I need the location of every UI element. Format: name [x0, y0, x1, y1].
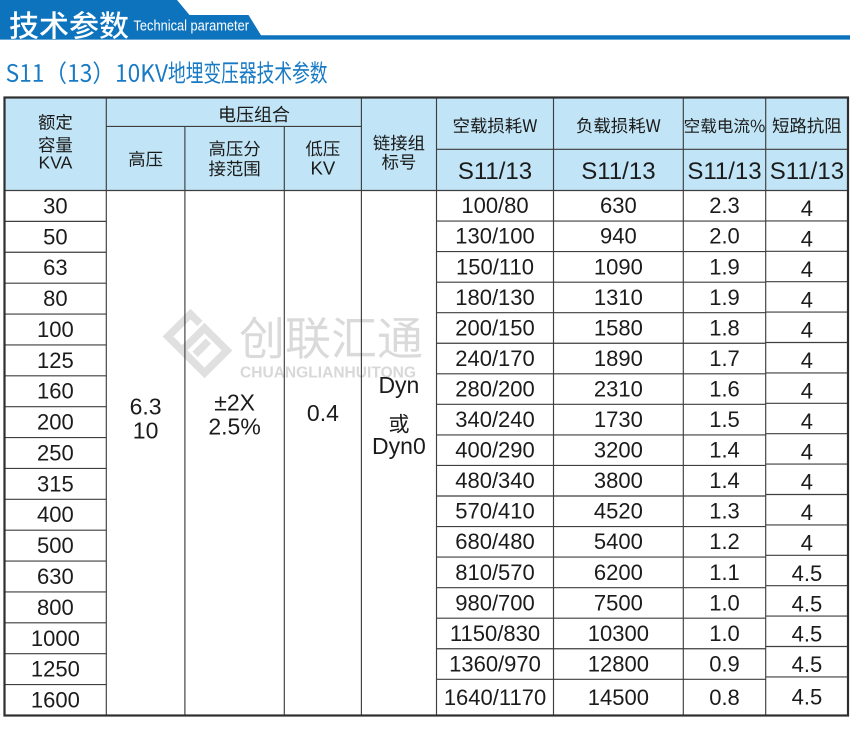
svg-text:S11/13: S11/13	[770, 158, 844, 185]
svg-text:7500: 7500	[594, 590, 643, 615]
svg-text:4.5: 4.5	[792, 561, 823, 586]
svg-text:Technical parameter: Technical parameter	[134, 19, 250, 35]
svg-text:200: 200	[37, 410, 74, 435]
svg-text:1.4: 1.4	[709, 438, 740, 463]
svg-text:125: 125	[37, 348, 74, 373]
svg-text:1580: 1580	[594, 315, 643, 340]
svg-text:KVA: KVA	[39, 153, 73, 173]
svg-text:1.7: 1.7	[709, 346, 740, 371]
svg-text:12800: 12800	[588, 651, 649, 676]
svg-text:63: 63	[43, 255, 67, 280]
svg-text:4.5: 4.5	[792, 685, 823, 710]
svg-text:±2X: ±2X	[214, 390, 255, 416]
svg-text:1.8: 1.8	[709, 315, 740, 340]
svg-text:1890: 1890	[594, 346, 643, 371]
svg-text:130/100: 130/100	[455, 224, 535, 249]
svg-text:1.9: 1.9	[709, 285, 740, 310]
svg-text:500: 500	[37, 533, 74, 558]
svg-text:0.4: 0.4	[307, 400, 339, 426]
svg-text:4: 4	[801, 379, 813, 404]
svg-text:4: 4	[801, 500, 813, 525]
svg-text:6.3: 6.3	[130, 394, 162, 420]
svg-text:480/340: 480/340	[455, 468, 535, 493]
svg-text:5400: 5400	[594, 529, 643, 554]
svg-text:100/80: 100/80	[461, 193, 528, 218]
svg-text:1.6: 1.6	[709, 377, 740, 402]
svg-text:S11/13: S11/13	[458, 158, 532, 185]
svg-text:1090: 1090	[594, 254, 643, 279]
svg-text:4: 4	[801, 409, 813, 434]
svg-text:1310: 1310	[594, 285, 643, 310]
svg-text:940: 940	[600, 224, 637, 249]
svg-text:10: 10	[133, 418, 159, 444]
svg-text:S11/13: S11/13	[687, 158, 761, 185]
svg-text:Dyn0: Dyn0	[372, 433, 426, 459]
svg-text:80: 80	[43, 286, 67, 311]
svg-text:1.3: 1.3	[709, 499, 740, 524]
svg-text:1640/1170: 1640/1170	[444, 685, 546, 710]
svg-text:315: 315	[37, 471, 74, 496]
svg-text:630: 630	[600, 193, 637, 218]
svg-text:2.3: 2.3	[709, 193, 740, 218]
svg-text:180/130: 180/130	[455, 285, 535, 310]
svg-text:1730: 1730	[594, 407, 643, 432]
svg-text:KV: KV	[311, 158, 336, 179]
svg-text:280/200: 280/200	[455, 377, 535, 402]
svg-text:150/110: 150/110	[456, 254, 534, 279]
svg-text:340/240: 340/240	[455, 407, 535, 432]
svg-text:1.1: 1.1	[709, 560, 740, 585]
svg-text:4: 4	[801, 257, 813, 282]
svg-text:1600: 1600	[31, 688, 80, 713]
svg-text:3800: 3800	[594, 468, 643, 493]
svg-text:400: 400	[37, 502, 74, 527]
svg-text:400/290: 400/290	[455, 438, 535, 463]
svg-text:4: 4	[801, 439, 813, 464]
svg-text:800: 800	[37, 595, 74, 620]
svg-text:30: 30	[43, 193, 67, 218]
svg-text:10300: 10300	[588, 621, 649, 646]
svg-text:0.9: 0.9	[709, 651, 740, 676]
svg-text:Dyn: Dyn	[378, 372, 419, 398]
svg-text:1360/970: 1360/970	[449, 651, 541, 676]
svg-text:4.5: 4.5	[792, 652, 823, 677]
svg-text:S11/13: S11/13	[581, 158, 655, 185]
svg-text:810/570: 810/570	[455, 560, 535, 585]
svg-text:6200: 6200	[594, 560, 643, 585]
svg-text:4: 4	[801, 287, 813, 312]
svg-text:1.4: 1.4	[709, 468, 740, 493]
svg-text:1150/830: 1150/830	[450, 621, 540, 646]
svg-text:250: 250	[37, 441, 74, 466]
svg-text:14500: 14500	[588, 685, 649, 710]
svg-text:3200: 3200	[594, 438, 643, 463]
svg-text:100: 100	[37, 317, 74, 342]
svg-text:4520: 4520	[594, 499, 643, 524]
svg-text:50: 50	[43, 224, 67, 249]
svg-text:1000: 1000	[31, 626, 80, 651]
svg-text:4: 4	[801, 348, 813, 373]
svg-text:980/700: 980/700	[455, 590, 535, 615]
svg-text:2310: 2310	[594, 377, 643, 402]
svg-text:1.2: 1.2	[709, 529, 740, 554]
svg-text:2.0: 2.0	[709, 224, 740, 249]
svg-text:630: 630	[37, 564, 74, 589]
svg-text:0.8: 0.8	[709, 685, 740, 710]
svg-text:2.5%: 2.5%	[208, 414, 260, 440]
svg-text:1.5: 1.5	[709, 407, 740, 432]
svg-text:4: 4	[801, 531, 813, 556]
svg-text:4: 4	[801, 227, 813, 252]
svg-text:1.9: 1.9	[709, 254, 740, 279]
svg-text:4: 4	[801, 318, 813, 343]
svg-text:240/170: 240/170	[455, 346, 535, 371]
svg-text:1.0: 1.0	[709, 621, 740, 646]
svg-text:1.0: 1.0	[709, 590, 740, 615]
svg-text:4.5: 4.5	[792, 591, 823, 616]
svg-text:1250: 1250	[31, 657, 80, 682]
svg-text:4.5: 4.5	[792, 622, 823, 647]
svg-text:570/410: 570/410	[455, 499, 535, 524]
svg-text:4: 4	[801, 196, 813, 221]
svg-text:160: 160	[37, 379, 74, 404]
svg-text:200/150: 200/150	[455, 315, 535, 340]
svg-text:680/480: 680/480	[455, 529, 535, 554]
svg-text:4: 4	[801, 470, 813, 495]
